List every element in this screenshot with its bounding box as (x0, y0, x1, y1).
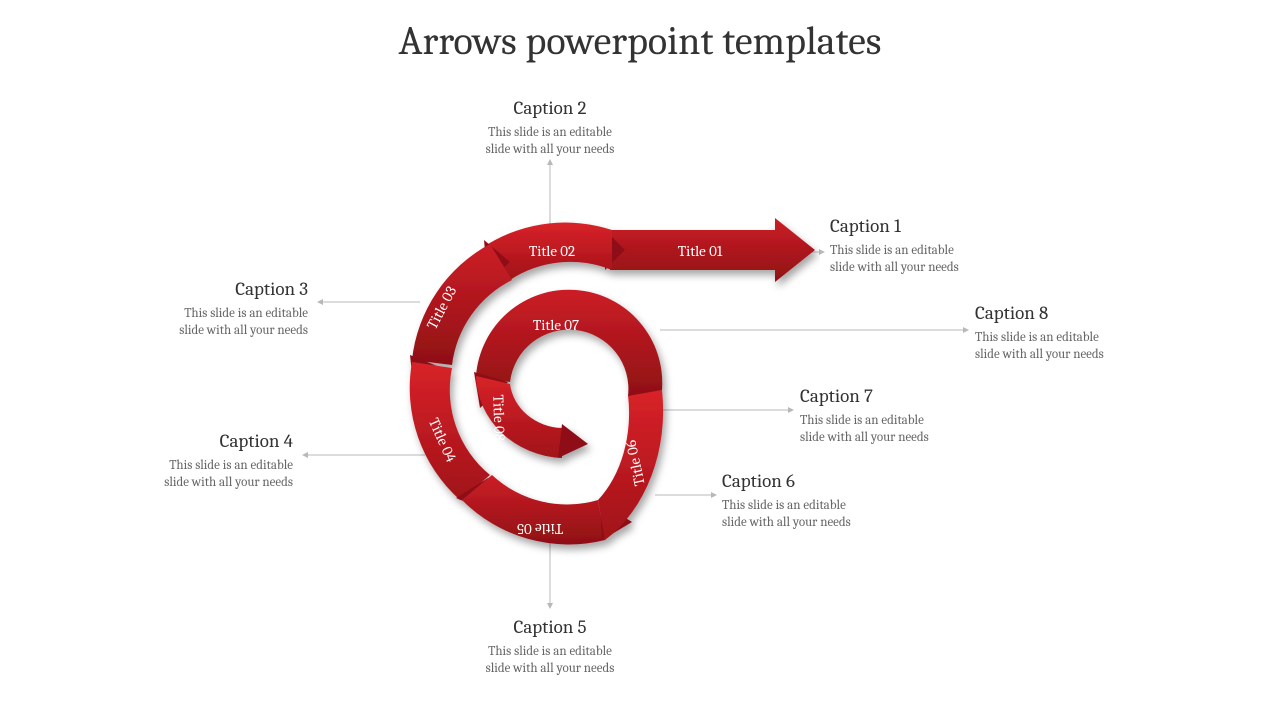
caption-8: Caption 8 This slide is an editableslide… (975, 302, 1104, 364)
segment-label-8: Title 08 (489, 394, 509, 441)
caption-title: Caption 1 (830, 215, 959, 237)
caption-desc: This slide is an editableslide with all … (830, 243, 959, 277)
caption-4: Caption 4 This slide is an editableslide… (133, 430, 293, 492)
caption-desc: This slide is an editableslide with all … (975, 330, 1104, 364)
segment-label-5: Title 05 (517, 520, 563, 538)
segment-8 (476, 376, 562, 458)
caption-desc: This slide is an editableslide with all … (148, 306, 308, 340)
caption-desc: This slide is an editableslide with all … (133, 458, 293, 492)
caption-desc: This slide is an editableslide with all … (465, 125, 635, 159)
caption-1: Caption 1 This slide is an editableslide… (830, 215, 959, 277)
segment-label-2: Title 02 (529, 242, 575, 260)
caption-title: Caption 8 (975, 302, 1104, 324)
caption-5: Caption 5 This slide is an editableslide… (465, 616, 635, 678)
caption-3: Caption 3 This slide is an editableslide… (148, 278, 308, 340)
caption-title: Caption 5 (465, 616, 635, 638)
caption-title: Caption 3 (148, 278, 308, 300)
segment-label-1: Title 01 (678, 242, 723, 260)
caption-title: Caption 2 (465, 97, 635, 119)
segment-7 (476, 290, 662, 396)
caption-2: Caption 2 This slide is an editableslide… (465, 97, 635, 159)
caption-desc: This slide is an editableslide with all … (465, 644, 635, 678)
spiral-diagram: Title 01 Title 02 Title 03 Title 04 Titl… (380, 200, 820, 580)
caption-title: Caption 4 (133, 430, 293, 452)
segment-label-7: Title 07 (533, 316, 579, 334)
page-title: Arrows powerpoint templates (0, 18, 1280, 64)
